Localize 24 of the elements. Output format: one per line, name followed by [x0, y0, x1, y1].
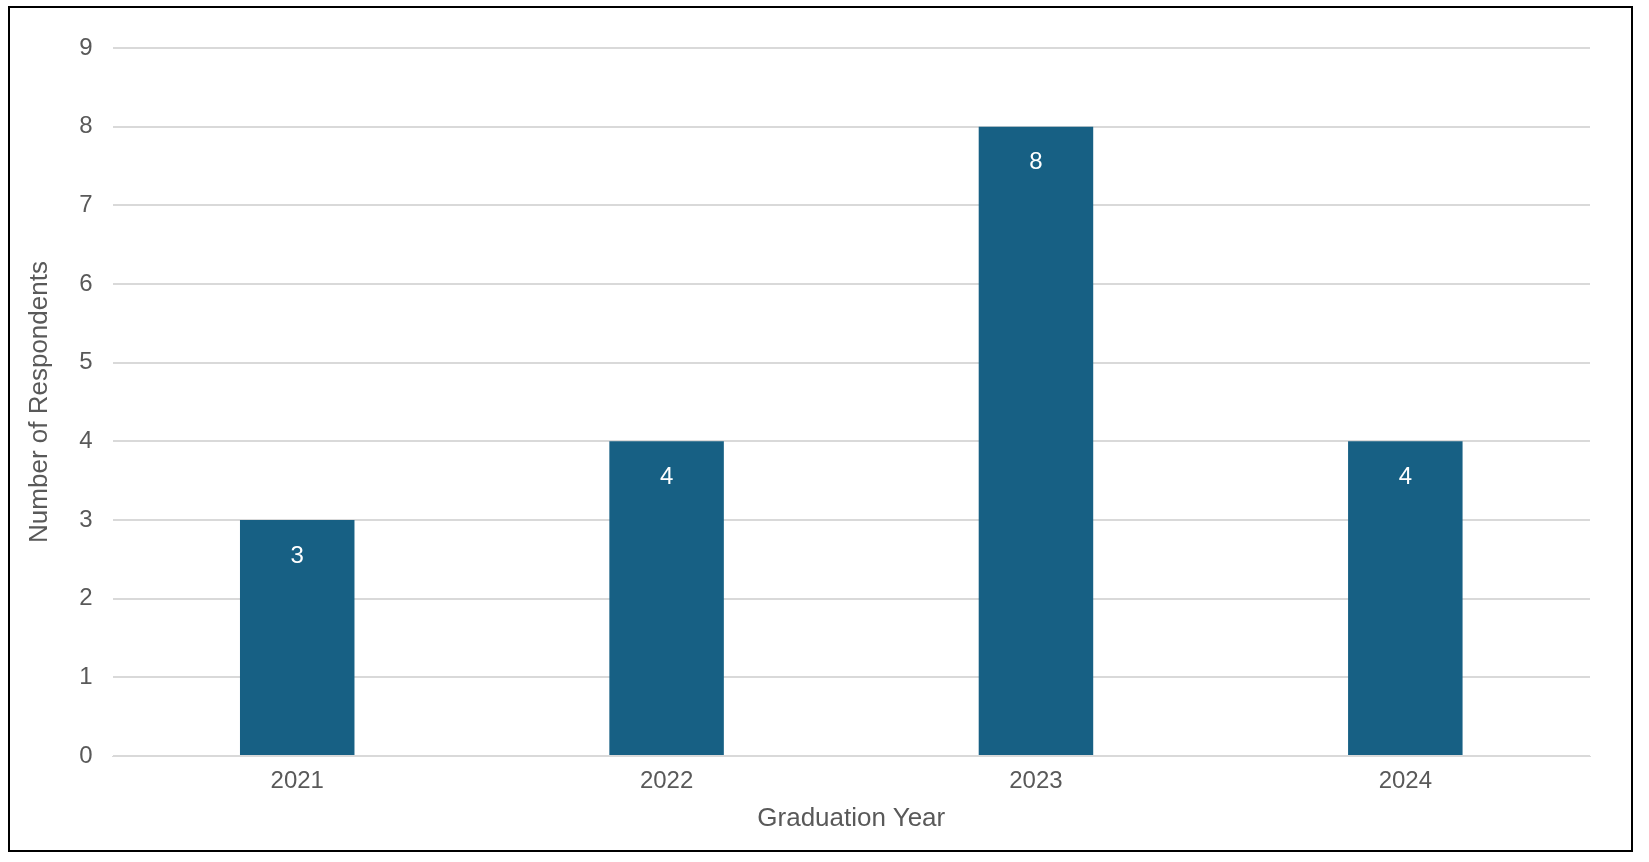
y-tick-label: 6 — [79, 268, 93, 296]
y-tick-label: 8 — [79, 111, 93, 139]
y-tick-label: 3 — [79, 504, 93, 532]
y-tick-label: 4 — [79, 425, 93, 453]
y-tick-label: 1 — [79, 661, 93, 689]
bar — [978, 126, 1094, 755]
x-axis-title: Graduation Year — [757, 801, 946, 832]
y-tick-label: 9 — [79, 32, 93, 60]
bar — [239, 520, 355, 755]
x-tick-label: 2024 — [1378, 766, 1433, 794]
x-tick-label: 2021 — [270, 766, 324, 794]
bar — [609, 441, 724, 755]
y-tick-label: 7 — [79, 189, 93, 217]
data-label: 4 — [659, 461, 674, 489]
data-label: 8 — [1029, 147, 1043, 175]
data-label: 3 — [290, 540, 304, 568]
y-tick-label: 2 — [79, 583, 93, 611]
bar — [1348, 441, 1463, 755]
x-tick-label: 2022 — [639, 766, 694, 794]
y-tick-label: 0 — [79, 740, 93, 768]
x-tick-label: 2023 — [1009, 766, 1063, 794]
data-label: 4 — [1398, 461, 1412, 489]
y-tick-label: 5 — [79, 347, 93, 375]
y-axis-title: Number of Respondents — [22, 261, 53, 543]
